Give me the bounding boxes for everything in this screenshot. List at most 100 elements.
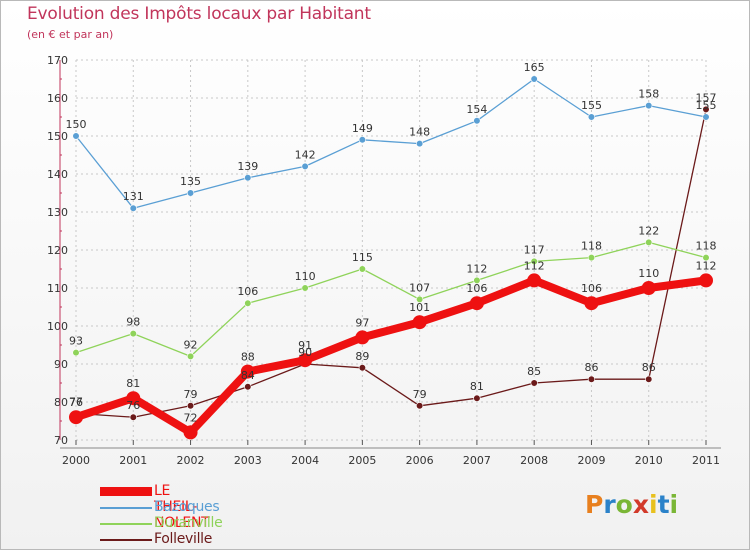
data-point <box>641 281 656 295</box>
series-line-folleville <box>75 109 707 418</box>
data-point <box>584 296 599 311</box>
data-point <box>587 254 596 262</box>
data-label: 112 <box>524 259 545 272</box>
data-point <box>72 349 80 357</box>
data-label: 72 <box>184 411 198 424</box>
data-label: 86 <box>642 361 656 374</box>
data-label: 79 <box>184 388 198 401</box>
data-label: 112 <box>466 262 487 275</box>
data-label: 101 <box>409 301 430 314</box>
data-label: 165 <box>524 61 545 74</box>
data-label: 155 <box>696 99 717 112</box>
legend-label: Duranville <box>154 515 223 531</box>
y-tick-label: 100 <box>47 320 68 333</box>
data-label: 81 <box>126 377 140 390</box>
y-tick-label: 170 <box>47 54 68 67</box>
data-label: 149 <box>352 122 373 135</box>
data-point <box>298 353 313 368</box>
x-tick-label: 2002 <box>177 454 205 467</box>
data-point <box>530 75 538 83</box>
data-point <box>469 296 484 311</box>
data-point <box>129 413 137 421</box>
data-point <box>244 383 252 391</box>
y-tick-label: 110 <box>47 282 68 295</box>
data-point <box>530 257 538 266</box>
data-label: 79 <box>413 388 427 401</box>
proxiti-logo: Proxiti <box>585 490 679 519</box>
legend-label: LE THEIL-NOLENT <box>154 483 210 531</box>
data-point <box>358 136 366 144</box>
data-point <box>129 330 137 338</box>
legend-swatch <box>100 539 152 541</box>
legend-swatch <box>100 523 152 525</box>
y-tick-label: 90 <box>54 358 68 371</box>
data-label: 115 <box>352 251 373 264</box>
data-point <box>412 315 427 330</box>
data-point <box>129 204 137 212</box>
data-point <box>186 352 195 361</box>
data-point <box>240 364 255 379</box>
data-point <box>645 375 653 383</box>
chart-subtitle: (en € et par an) <box>27 28 114 41</box>
data-point <box>645 238 653 246</box>
legend-swatch <box>100 507 152 509</box>
data-label: 85 <box>527 365 541 378</box>
data-point <box>699 273 713 288</box>
data-point <box>702 113 710 121</box>
series-line-le-theil-nolent <box>74 276 707 437</box>
y-tick-label: 140 <box>47 168 68 181</box>
data-label: 90 <box>298 346 312 359</box>
data-point <box>301 284 309 292</box>
data-point <box>473 276 481 285</box>
data-label: 106 <box>581 282 602 295</box>
data-label: 122 <box>638 224 659 237</box>
data-point <box>416 402 424 410</box>
data-label: 110 <box>638 267 659 280</box>
data-label: 154 <box>466 103 487 116</box>
data-label: 81 <box>470 380 484 393</box>
y-tick-label: 160 <box>47 92 68 105</box>
y-tick-label: 70 <box>54 434 68 447</box>
data-label: 150 <box>66 118 87 131</box>
data-point <box>358 265 366 273</box>
data-point <box>645 101 653 110</box>
x-tick-label: 2010 <box>635 454 663 467</box>
legend-label: Bazoques <box>154 499 220 515</box>
x-tick-label: 2005 <box>348 454 376 467</box>
data-label: 139 <box>237 160 258 173</box>
data-point <box>587 375 596 383</box>
data-point <box>301 162 309 170</box>
data-point <box>69 410 83 425</box>
data-label: 135 <box>180 175 201 188</box>
data-label: 106 <box>466 282 487 295</box>
series-line-duranville <box>75 241 707 358</box>
data-label: 84 <box>241 369 255 382</box>
data-point <box>186 189 195 197</box>
data-point <box>527 273 542 288</box>
data-label: 98 <box>126 316 140 329</box>
data-label: 97 <box>355 316 369 329</box>
data-label: 131 <box>123 190 144 203</box>
data-point <box>530 379 538 387</box>
y-tick-label: 120 <box>47 244 68 257</box>
y-tick-label: 130 <box>47 206 68 219</box>
data-point <box>416 295 424 304</box>
y-tick-label: 80 <box>54 396 68 409</box>
data-point <box>587 113 596 121</box>
series-lines <box>69 75 713 440</box>
data-point <box>186 402 195 410</box>
x-tick-label: 2001 <box>119 454 147 467</box>
x-tick-label: 2007 <box>463 454 491 467</box>
data-label: 117 <box>524 243 545 256</box>
data-point <box>244 299 252 307</box>
data-label: 77 <box>69 395 83 408</box>
data-label: 112 <box>696 259 717 272</box>
x-tick-label: 2009 <box>577 454 605 467</box>
data-label: 107 <box>409 281 430 294</box>
x-tick-label: 2004 <box>291 454 319 467</box>
data-label: 76 <box>126 399 140 412</box>
data-label: 92 <box>184 338 198 351</box>
series-line-bazoques <box>75 78 707 209</box>
data-point <box>358 364 366 372</box>
